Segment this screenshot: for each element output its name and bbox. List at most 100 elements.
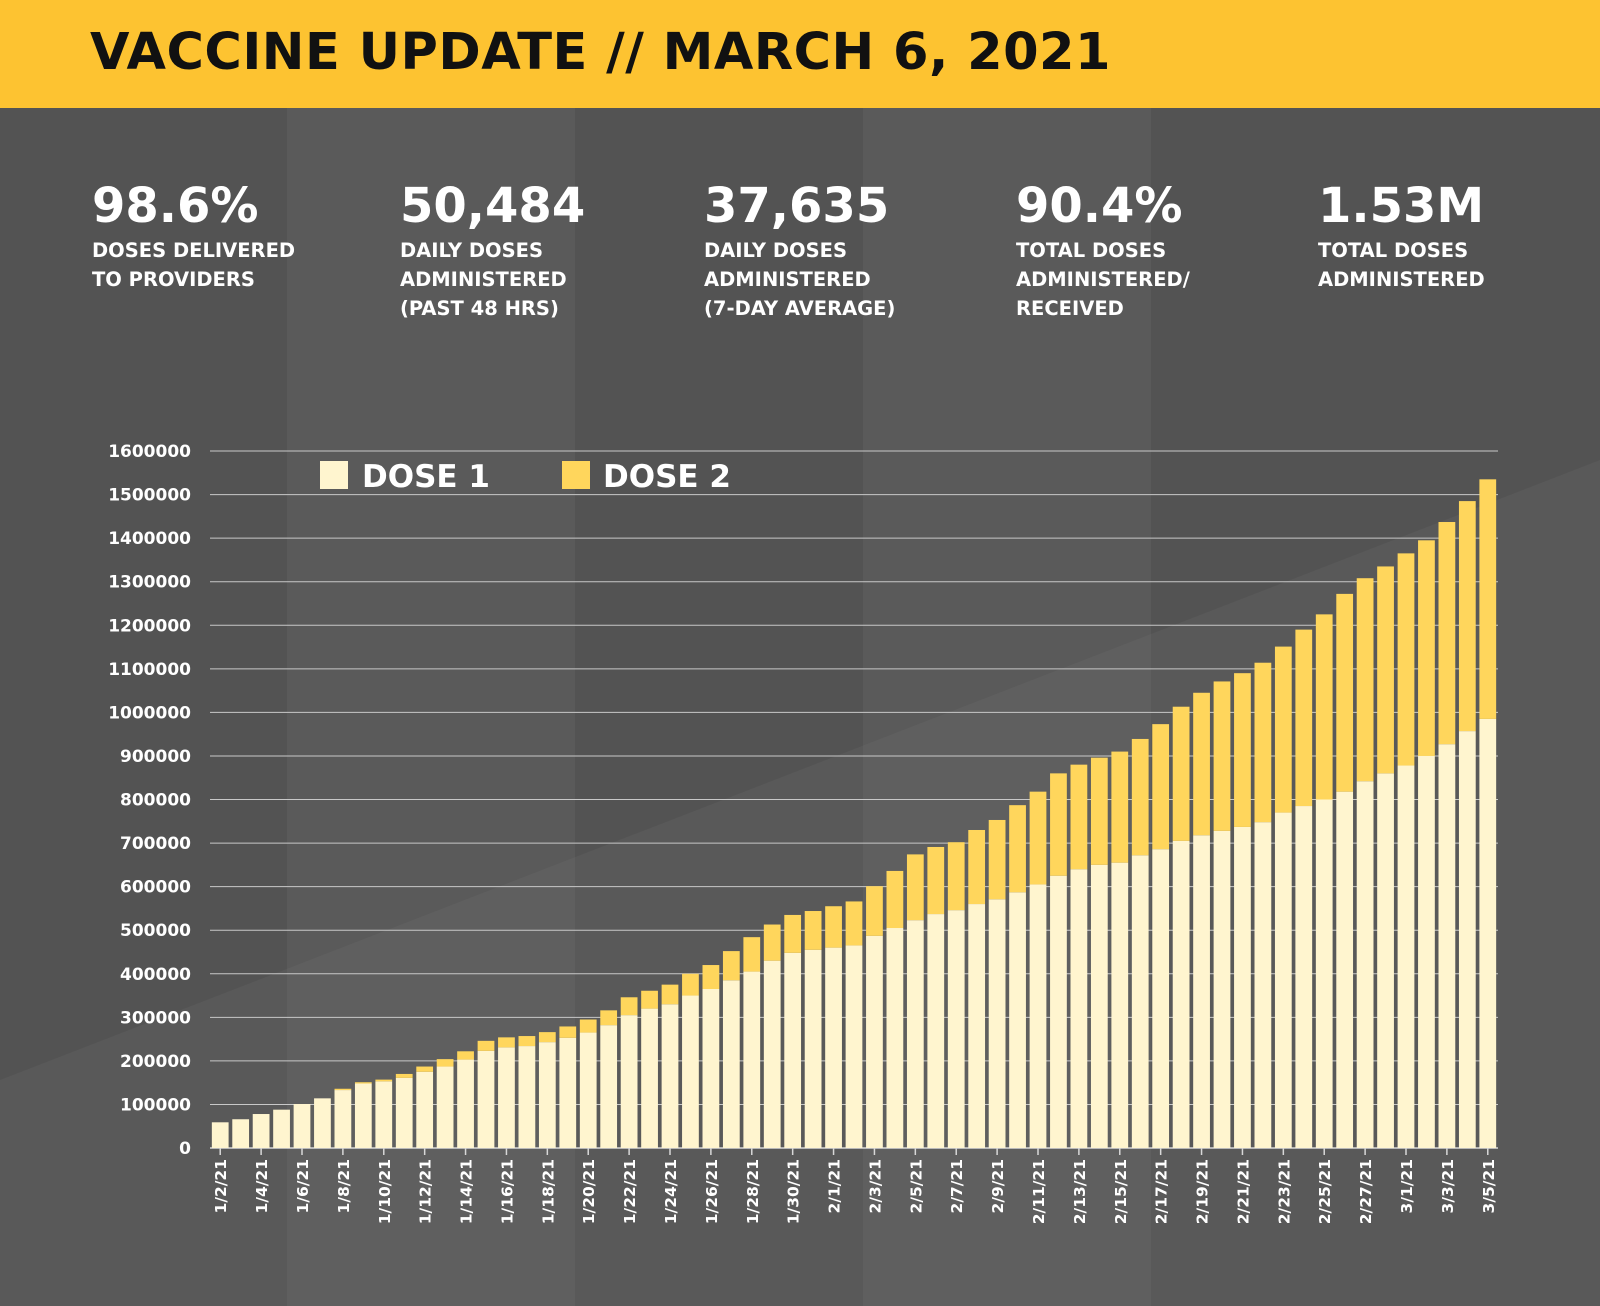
bar-dose2 bbox=[395, 1073, 413, 1078]
stat-administered-received: 90.4% TOTAL DOSES ADMINISTERED/ RECEIVED bbox=[1016, 178, 1190, 323]
bar-dose1 bbox=[743, 971, 761, 1148]
bar-dose2 bbox=[906, 854, 924, 921]
bar-dose2 bbox=[1315, 614, 1333, 800]
y-tick-label: 1200000 bbox=[108, 616, 191, 636]
bar-dose1 bbox=[1111, 862, 1129, 1148]
bar-dose1 bbox=[845, 945, 863, 1148]
bar-dose1 bbox=[1274, 812, 1292, 1148]
y-tick-label: 0 bbox=[179, 1139, 191, 1159]
bar-dose2 bbox=[661, 984, 679, 1005]
y-tick-label: 200000 bbox=[120, 1052, 191, 1072]
x-tick-label: 2/17/21 bbox=[1153, 1159, 1171, 1224]
stat-daily-doses-7day: 37,635 DAILY DOSES ADMINISTERED (7-DAY A… bbox=[704, 178, 895, 323]
bar-dose2 bbox=[968, 829, 986, 905]
x-tick-label: 2/11/21 bbox=[1030, 1159, 1048, 1224]
bar-dose2 bbox=[620, 997, 638, 1016]
legend-label-dose2: DOSE 2 bbox=[603, 459, 731, 495]
bar-dose1 bbox=[559, 1037, 577, 1148]
x-axis-ticks: 1/2/21 1/4/21 1/6/21 1/8/21 1/10/21 1/12/21 1/… bbox=[212, 1148, 1498, 1224]
stat-total-doses: 1.53M TOTAL DOSES ADMINISTERED bbox=[1318, 178, 1485, 294]
stat-label-line: ADMINISTERED bbox=[704, 268, 871, 291]
bar-dose2 bbox=[1070, 764, 1088, 870]
bar-dose1 bbox=[395, 1077, 413, 1148]
bar-dose2 bbox=[1336, 593, 1354, 792]
stat-label-line: (PAST 48 HRS) bbox=[400, 297, 559, 320]
y-tick-label: 900000 bbox=[120, 747, 191, 767]
bar-dose1 bbox=[927, 914, 945, 1148]
x-tick-label: 3/5/21 bbox=[1480, 1159, 1498, 1213]
bar-dose1 bbox=[1050, 875, 1067, 1148]
bar-dose1 bbox=[1090, 864, 1108, 1148]
x-tick-label: 2/7/21 bbox=[948, 1159, 966, 1213]
bar-dose1 bbox=[1009, 892, 1026, 1148]
bar-dose2 bbox=[1418, 540, 1435, 756]
stat-label: TOTAL DOSES ADMINISTERED bbox=[1318, 236, 1485, 294]
bar-dose1 bbox=[1254, 822, 1272, 1148]
x-tick-label: 2/5/21 bbox=[907, 1159, 925, 1213]
bar-dose2 bbox=[354, 1082, 372, 1084]
stat-daily-doses-48h: 50,484 DAILY DOSES ADMINISTERED (PAST 48… bbox=[400, 178, 585, 323]
bar-dose2 bbox=[1295, 629, 1313, 807]
bar-dose1 bbox=[763, 960, 781, 1148]
bar-dose2 bbox=[416, 1066, 434, 1072]
bar-dose1 bbox=[1438, 744, 1456, 1148]
bar-dose1 bbox=[1418, 755, 1435, 1148]
stat-label: DOSES DELIVERED TO PROVIDERS bbox=[92, 236, 295, 294]
bar-dose1 bbox=[354, 1083, 372, 1148]
bar-dose2 bbox=[1090, 757, 1108, 865]
y-tick-label: 800000 bbox=[120, 791, 191, 811]
stat-label-line: TO PROVIDERS bbox=[92, 268, 255, 291]
bar-dose1 bbox=[477, 1050, 495, 1148]
x-tick-label: 1/2/21 bbox=[212, 1159, 230, 1213]
bar-dose2 bbox=[743, 937, 761, 972]
x-tick-label: 2/13/21 bbox=[1071, 1159, 1089, 1224]
y-tick-label: 400000 bbox=[120, 965, 191, 985]
stat-value: 37,635 bbox=[704, 178, 890, 234]
bar-dose1 bbox=[314, 1098, 331, 1148]
bar-dose1 bbox=[273, 1109, 290, 1148]
bar-dose1 bbox=[722, 980, 740, 1148]
stat-doses-delivered: 98.6% DOSES DELIVERED TO PROVIDERS bbox=[92, 178, 295, 294]
bar-dose1 bbox=[375, 1081, 393, 1148]
bar-dose1 bbox=[988, 899, 1006, 1148]
bar-dose2 bbox=[1193, 692, 1210, 836]
bar-dose2 bbox=[559, 1026, 577, 1038]
bar-dose2 bbox=[1397, 553, 1415, 766]
x-tick-label: 1/30/21 bbox=[785, 1159, 803, 1224]
stat-label-line: ADMINISTERED/ bbox=[1016, 268, 1190, 291]
y-tick-label: 500000 bbox=[120, 921, 191, 941]
stat-value: 1.53M bbox=[1318, 178, 1485, 234]
x-tick-label: 1/14/21 bbox=[458, 1159, 476, 1224]
stat-label-line: (7-DAY AVERAGE) bbox=[704, 297, 896, 320]
bar-dose2 bbox=[784, 914, 802, 953]
y-tick-label: 1600000 bbox=[108, 442, 191, 462]
bar-dose2 bbox=[1131, 738, 1149, 856]
bar-dose1 bbox=[579, 1032, 597, 1148]
bar-dose1 bbox=[1193, 835, 1210, 1148]
bar-dose1 bbox=[1336, 791, 1354, 1148]
bar-dose1 bbox=[1377, 773, 1394, 1148]
stat-label-line: DAILY DOSES bbox=[704, 239, 848, 262]
bar-dose1 bbox=[1029, 884, 1047, 1148]
bar-dose1 bbox=[661, 1004, 679, 1148]
bar-dose1 bbox=[682, 995, 699, 1148]
y-tick-label: 1500000 bbox=[108, 486, 191, 506]
x-tick-label: 1/22/21 bbox=[621, 1159, 639, 1224]
legend-swatch-dose1 bbox=[320, 461, 348, 489]
bar-dose2 bbox=[886, 870, 904, 929]
bar-dose1 bbox=[1213, 830, 1231, 1148]
bar-dose2 bbox=[1050, 773, 1067, 876]
bar-dose1 bbox=[866, 935, 883, 1148]
bar-dose2 bbox=[600, 1010, 618, 1026]
bar-dose2 bbox=[1234, 673, 1251, 827]
bar-dose2 bbox=[1377, 566, 1394, 774]
x-tick-label: 1/6/21 bbox=[294, 1159, 312, 1213]
bar-dose1 bbox=[1070, 869, 1088, 1148]
y-tick-label: 600000 bbox=[120, 878, 191, 898]
bar-dose2 bbox=[845, 901, 863, 946]
legend-swatch-dose2 bbox=[562, 461, 590, 489]
x-tick-label: 2/25/21 bbox=[1316, 1159, 1334, 1224]
bar-dose2 bbox=[1111, 751, 1129, 863]
x-tick-label: 1/8/21 bbox=[335, 1159, 353, 1213]
x-tick-label: 1/18/21 bbox=[539, 1159, 557, 1224]
